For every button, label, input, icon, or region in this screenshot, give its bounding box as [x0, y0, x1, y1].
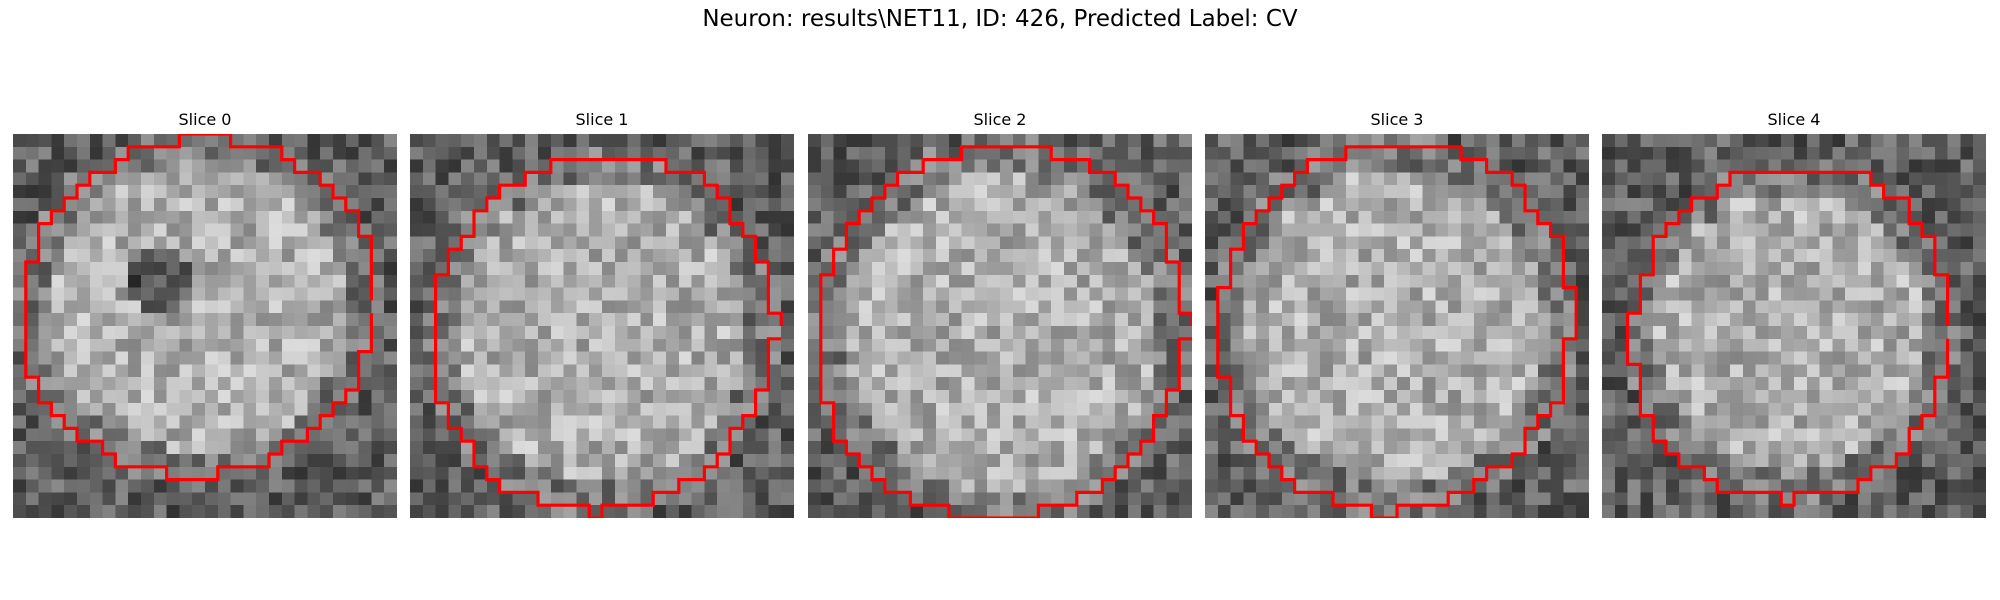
pixel-grid [808, 134, 1192, 518]
pixel-grid [1205, 134, 1589, 518]
slice-image-1 [410, 134, 794, 518]
slice-title: Slice 1 [575, 110, 629, 129]
segmentation-contour [1626, 170, 1950, 507]
segmentation-contour [819, 145, 1192, 518]
pixel-grid [1602, 134, 1986, 518]
slice-title: Slice 4 [1767, 110, 1821, 129]
slice-image-3 [1205, 134, 1589, 518]
segmentation-contour [434, 158, 783, 518]
figure-title: Neuron: results\NET11, ID: 426, Predicte… [702, 6, 1298, 32]
slice-title: Slice 3 [1370, 110, 1424, 129]
segmentation-contour [1216, 145, 1578, 518]
slice-image-0 [13, 134, 397, 518]
pixel-grid [13, 134, 397, 518]
slice-title: Slice 0 [178, 110, 232, 129]
pixel-grid [410, 134, 794, 518]
slice-image-4 [1602, 134, 1986, 518]
slice-title: Slice 2 [973, 110, 1027, 129]
segmentation-contour [24, 134, 373, 482]
slice-image-2 [808, 134, 1192, 518]
